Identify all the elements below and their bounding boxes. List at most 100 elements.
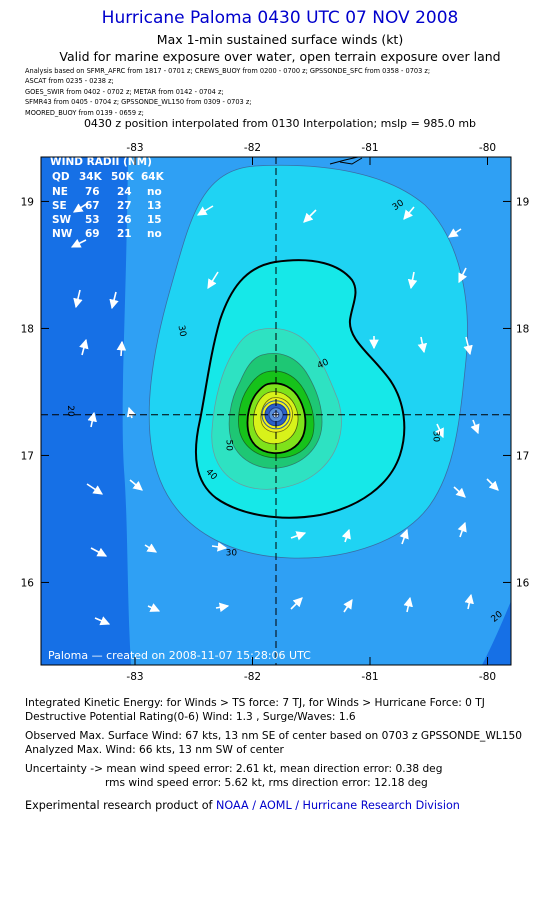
wind-vector-arrow [90, 547, 108, 557]
wind-radii-cell: 67 [85, 200, 100, 212]
wind-radii-header: 64K [141, 171, 165, 183]
wind-radii-header: QD [52, 171, 70, 183]
wind-vector-arrow [290, 531, 307, 541]
x-tick-label-bottom: -82 [244, 671, 261, 683]
wind-vector-arrow [116, 340, 127, 357]
wind-vector-arrow [341, 528, 351, 543]
dpr-line: Destructive Potential Rating(0-6) Wind: … [25, 711, 356, 723]
y-tick-label-right: 18 [516, 323, 529, 335]
wind-vector-arrow [147, 603, 161, 612]
wind-radii-cell: 24 [117, 186, 132, 198]
chart-title: Hurricane Paloma 0430 UTC 07 NOV 2008 [101, 8, 459, 28]
x-tick-label-bottom: -83 [126, 671, 143, 683]
x-tick-label-bottom: -81 [361, 671, 378, 683]
wind-vector-arrow [435, 423, 444, 439]
y-tick-label-right: 17 [516, 450, 529, 462]
observed-max-wind: Observed Max. Surface Wind: 67 kts, 13 n… [25, 730, 522, 742]
y-tick-label-left: 17 [21, 450, 34, 462]
wind-radii-cell: NE [52, 186, 68, 198]
x-tick-label-top: -83 [126, 142, 143, 154]
contour-label: 30 [430, 431, 440, 443]
uncertainty-rms: rms wind speed error: 5.62 kt, rms direc… [105, 777, 428, 789]
wind-radii-cell: no [147, 186, 162, 198]
chart-subtitle: Max 1-min sustained surface winds (kt) [156, 32, 404, 47]
wind-radii-cell: NW [52, 228, 73, 240]
plot-frame [40, 156, 512, 666]
x-tick-label-bottom: -80 [479, 671, 496, 683]
wind-radii-cell: SE [52, 200, 67, 212]
ike-line: Integrated Kinetic Energy: for Winds > T… [25, 697, 485, 709]
wind-vector-arrow [87, 411, 97, 428]
analysis-sources: Analysis based on SFMR_AFRC from 1817 - … [25, 66, 430, 118]
wind-radii-cell: 26 [117, 214, 132, 226]
chart-axes: -83 -83 -82 -82 -81 -81 -80 -80 16 16 17 17 18 18 19 19 [21, 142, 530, 683]
analysis-line: ASCAT from 0235 - 0238 z; [25, 77, 114, 86]
wind-vector-arrow [448, 228, 462, 238]
wind-vector-arrow [407, 271, 418, 290]
wind-vector-arrow [303, 209, 317, 223]
wind-vector-arrow [399, 528, 409, 545]
wind-radii-cell: 15 [147, 214, 162, 226]
wind-vector-arrow [196, 205, 214, 216]
position-line: 0430 z position interpolated from 0130 I… [83, 117, 477, 130]
wind-vector-arrow [129, 479, 143, 491]
wind-radii-header: 50K [111, 171, 135, 183]
contour-label: 40 [316, 357, 331, 371]
wind-vector-arrow [453, 486, 466, 498]
y-tick-label-right: 16 [516, 577, 530, 589]
contour-label: 30 [176, 325, 188, 338]
wind-radii-cell: 69 [85, 228, 100, 240]
wind-radii-cell: SW [52, 214, 72, 226]
analysis-line: MOORED_BUOY from 0139 - 0659 z; [25, 108, 144, 117]
contour-label: 30 [226, 549, 238, 559]
x-tick-label-top: -82 [244, 142, 261, 154]
wind-vector-arrow [79, 338, 89, 356]
wind-vector-arrow [458, 267, 468, 284]
wind-vector-arrow [463, 336, 473, 356]
analysis-line: Analysis based on SFMR_AFRC from 1817 - … [25, 67, 431, 75]
x-tick-label-top: -81 [361, 142, 378, 154]
x-tick-label-top: -80 [479, 142, 496, 154]
wind-radii-cell: 13 [147, 200, 162, 212]
y-tick-label-left: 19 [21, 196, 34, 208]
contour-label: 50 [224, 440, 234, 452]
wind-radii-cell: 21 [117, 228, 132, 240]
wind-vector-arrow [403, 596, 413, 613]
creation-label: Paloma — created on 2008-11-07 15:28:06 … [48, 649, 311, 662]
wind-vector-arrow [403, 206, 415, 220]
wind-vector-arrow [126, 406, 137, 419]
noaa-aoml-hrd-link[interactable]: NOAA / AOML / Hurricane Research Divisio… [216, 799, 460, 812]
wind-vector-arrow [109, 291, 119, 310]
coastline [329, 157, 363, 165]
analysis-line: GOES_SWIR from 0402 - 0702 z; METAR from… [25, 87, 224, 96]
validity-note: Valid for marine exposure over water, op… [59, 49, 501, 64]
wind-radii-cell: 76 [85, 186, 100, 198]
wind-vector-arrow [417, 336, 428, 354]
wind-vector-arrow [470, 419, 480, 435]
wind-vector-arrow [86, 483, 103, 495]
wind-vector-arrow [457, 521, 467, 538]
wind-radii-cell: 27 [117, 200, 132, 212]
wind-vector-arrow [94, 616, 111, 626]
wind-vector-arrow [290, 597, 303, 610]
uncertainty-mean: Uncertainty -> mean wind speed error: 2.… [25, 763, 443, 775]
wind-vector-arrow [207, 271, 219, 290]
y-tick-label-left: 18 [21, 323, 34, 335]
wind-vector-arrow [73, 289, 83, 309]
y-tick-label-left: 16 [21, 577, 35, 589]
analyzed-max-wind: Analyzed Max. Wind: 66 kts, 13 nm SW of … [25, 744, 284, 756]
contour-label: 20 [65, 405, 75, 417]
product-credit: Experimental research product of NOAA / … [25, 799, 460, 812]
wind-vector-arrow [486, 478, 499, 491]
wind-vector-arrow [215, 602, 230, 613]
analysis-line: SFMR43 from 0405 - 0704 z; GPSSONDE_WL15… [25, 98, 252, 107]
y-tick-label-right: 19 [516, 196, 529, 208]
wind-vector-arrow [464, 593, 474, 610]
wind-vector-arrow [144, 543, 158, 553]
wind-vector-arrow [343, 599, 353, 613]
wind-radii-title: WIND RADII (NM) [50, 156, 152, 168]
wind-radii-cell: 53 [85, 214, 100, 226]
product-credit-prefix: Experimental research product of [25, 799, 217, 812]
